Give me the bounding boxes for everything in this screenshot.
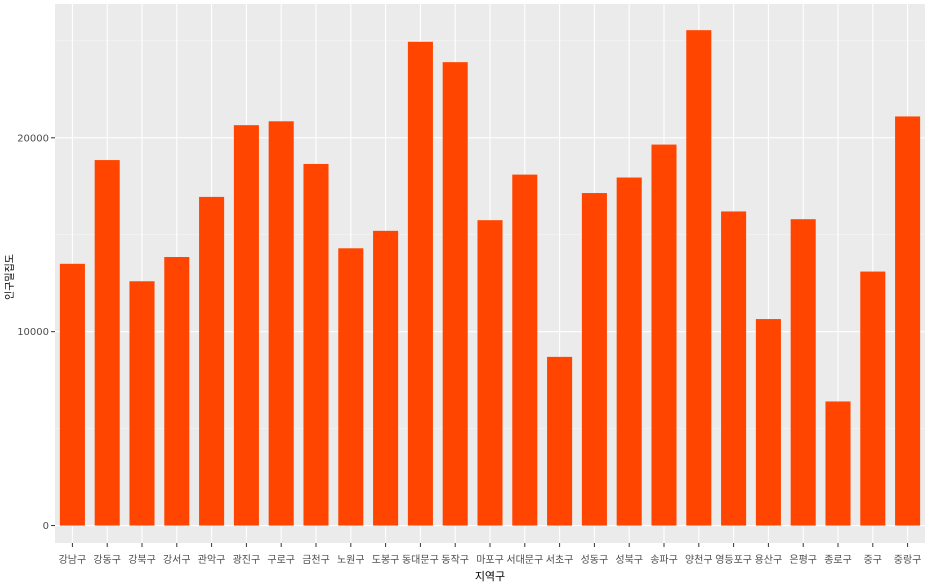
x-tick-label: 서대문구 [506, 554, 543, 566]
bar [164, 257, 190, 526]
bar [59, 263, 85, 526]
x-tick-label: 금천구 [302, 554, 330, 566]
x-tick-label: 동대문구 [402, 554, 439, 566]
x-tick-label: 송파구 [650, 554, 678, 566]
x-tick-label: 종로구 [824, 554, 852, 566]
x-tick-label: 강북구 [128, 554, 156, 566]
y-axis-title: 인구밀집도 [4, 254, 16, 300]
bar [199, 196, 225, 526]
y-tick-label: 0 [43, 521, 49, 532]
x-tick-label: 마포구 [476, 554, 504, 566]
x-tick-label: 서초구 [546, 554, 574, 566]
x-tick-label: 관악구 [198, 554, 226, 566]
bar [512, 174, 538, 526]
bars [59, 30, 921, 526]
bar [755, 319, 781, 526]
x-tick-label: 용산구 [755, 554, 783, 566]
x-tick-label: 영등포구 [715, 554, 752, 566]
bar [547, 356, 573, 526]
x-axis-title: 지역구 [475, 570, 505, 583]
bar [477, 220, 503, 526]
x-tick-label: 도봉구 [372, 554, 400, 566]
x-axis-ticks: 강남구 강동구 강북구 강서구 관악구 광진구 구로구 금천구 노원구 도봉구 동대문구 동작구 마포구… [59, 543, 922, 566]
x-tick-label: 강동구 [93, 554, 121, 566]
x-tick-label: 은평구 [789, 554, 817, 566]
bar [895, 116, 921, 526]
x-tick-label: 성동구 [581, 554, 609, 566]
x-tick-label: 양천구 [685, 554, 713, 566]
x-tick-label: 구로구 [267, 555, 295, 566]
bar [721, 211, 747, 526]
bar [686, 30, 712, 526]
x-tick-label: 중랑구 [894, 554, 922, 566]
bar [407, 41, 433, 526]
y-axis-ticks: 0 10000 20000 [17, 133, 55, 532]
x-tick-label: 강남구 [59, 554, 87, 566]
bar [825, 401, 851, 526]
bar [373, 230, 399, 526]
x-tick-label: 성북구 [615, 554, 643, 566]
bar [94, 160, 120, 526]
bar [581, 193, 607, 526]
x-tick-label: 광진구 [233, 554, 261, 566]
x-tick-label: 강서구 [163, 554, 191, 566]
bar [616, 177, 642, 526]
x-tick-label: 동작구 [441, 554, 469, 566]
bar [268, 121, 294, 526]
y-tick-label: 20000 [17, 133, 49, 144]
bar [129, 281, 155, 526]
x-tick-label: 중구 [864, 554, 882, 566]
bar [338, 248, 364, 526]
bar [442, 62, 468, 526]
bar [860, 271, 886, 526]
bar [651, 144, 677, 526]
bar [303, 163, 329, 526]
bar [790, 219, 816, 526]
bar [233, 125, 259, 526]
x-tick-label: 노원구 [337, 554, 365, 566]
y-tick-label: 10000 [17, 327, 49, 338]
